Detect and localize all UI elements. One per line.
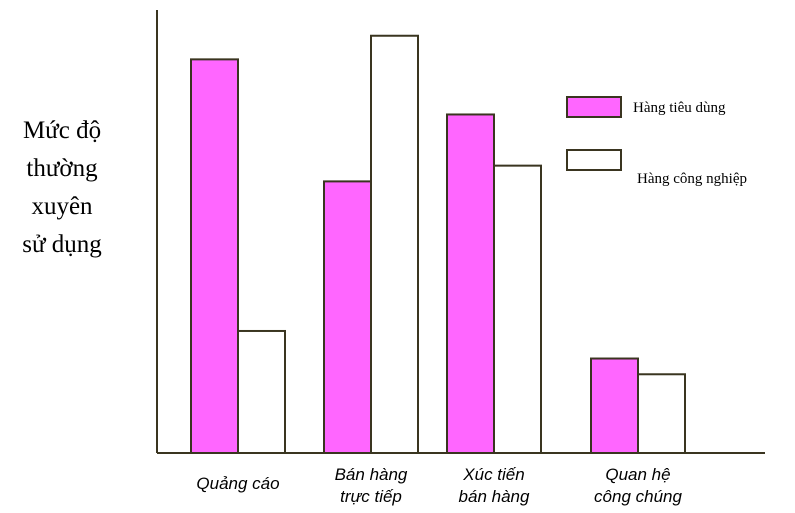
bar-industrial-goods [237,329,286,454]
legend: Hàng tiêu dùng Hàng công nghiệp [566,96,747,187]
category-label: trực tiếp [340,487,402,506]
category-labels: Quảng cáo Bán hàng trực tiếp Xúc tiến bán hà… [196,465,682,506]
bar-consumer-goods [590,357,639,455]
bar-consumer-goods [190,58,239,454]
category-label: Xúc tiến [462,465,524,484]
bars [190,34,686,455]
y-axis-label-line: Mức độ [23,117,101,144]
y-axis-label: Mức độ thường xuyên sử dụng [22,117,102,258]
bar-consumer-goods [446,113,495,455]
bar-industrial-goods [637,373,686,455]
category-label: Quảng cáo [196,474,279,493]
legend-swatch [566,96,622,118]
legend-label: Hàng công nghiệp [637,171,747,187]
bar-industrial-goods [493,164,542,455]
category-label: Quan hệ [605,465,670,484]
legend-swatch [566,149,622,171]
y-axis-label-line: xuyên [31,193,93,220]
bar-industrial-goods [370,34,419,454]
category-label: Bán hàng [335,465,408,484]
category-label: công chúng [594,487,682,506]
bar-consumer-goods [323,180,372,455]
y-axis-label-line: thường [26,155,98,182]
category-label: bán hàng [459,487,530,506]
legend-label: Hàng tiêu dùng [633,100,726,116]
y-axis-label-line: sử dụng [22,231,102,258]
